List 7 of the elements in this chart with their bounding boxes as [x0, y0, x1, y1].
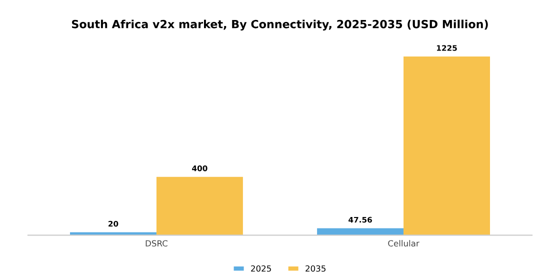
chart-title: South Africa v2x market, By Connectivity, 2025-2035 (USD Million): [72, 20, 488, 31]
legend-label: 2035: [306, 265, 326, 272]
legend-label: 2025: [251, 265, 271, 272]
bar: [156, 176, 243, 236]
x-tick-label: Cellular: [388, 240, 420, 247]
bar: [404, 56, 490, 236]
x-tick-label: DSRC: [146, 240, 168, 247]
